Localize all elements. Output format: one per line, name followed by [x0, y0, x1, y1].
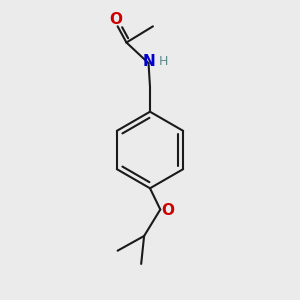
Text: O: O — [161, 203, 174, 218]
Text: H: H — [159, 55, 169, 68]
Text: N: N — [142, 54, 155, 69]
Text: O: O — [109, 12, 122, 27]
